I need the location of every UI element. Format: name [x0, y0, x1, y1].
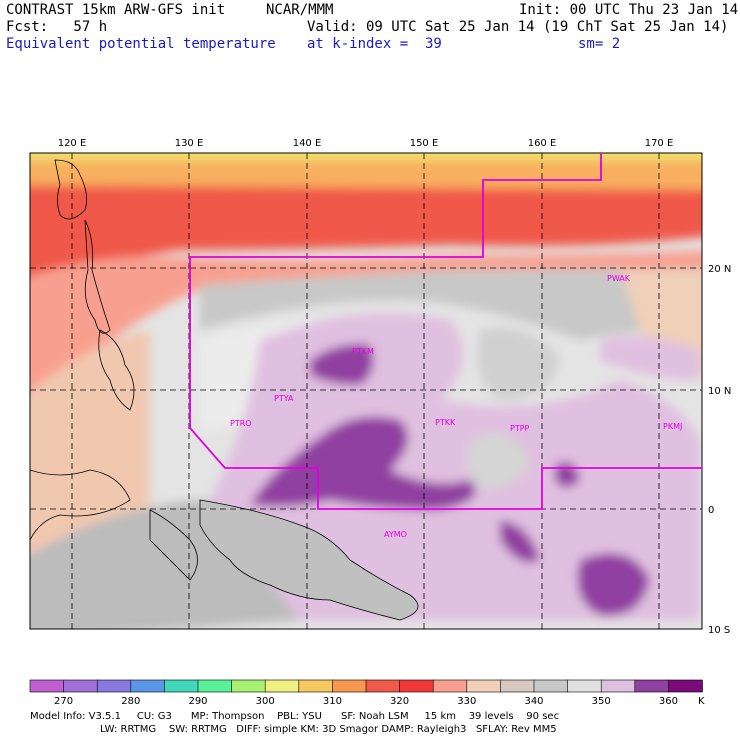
- colorbar-tick-label: 290: [188, 696, 207, 707]
- colorbar-tick-label: 270: [54, 696, 73, 707]
- station-ptkk: PTKK: [435, 418, 456, 427]
- level-label: at k-index = 39: [307, 36, 442, 52]
- colorbar-swatch: [29, 679, 65, 693]
- color-scale-bar: [29, 679, 703, 693]
- station-ptro: PTRO: [230, 419, 252, 428]
- lon-label-120e: 120 E: [58, 138, 87, 149]
- region-boundary: [189, 153, 702, 510]
- colorbar-swatch: [500, 679, 535, 693]
- colorbar-swatch: [197, 679, 233, 693]
- colorbar-swatch: [668, 679, 703, 693]
- lon-label-170e: 170 E: [645, 138, 674, 149]
- colorbar-swatch: [164, 679, 199, 693]
- smoothing-label: sm= 2: [578, 36, 621, 52]
- station-pkmj: PKMJ: [663, 422, 682, 431]
- lon-label-140e: 140 E: [293, 138, 322, 149]
- station-aymo: AYMO: [384, 530, 407, 539]
- station-pwak: PWAK: [607, 274, 631, 283]
- forecast-hour: Fcst: 57 h: [6, 19, 108, 35]
- station-ptya: PTYA: [274, 394, 294, 403]
- colorbar-swatch: [399, 679, 435, 693]
- colorbar-swatch: [298, 679, 334, 693]
- colorbar-tick-label: 320: [390, 696, 409, 707]
- valid-time: Valid: 09 UTC Sat 25 Jan 14 (19 ChT Sat …: [307, 19, 729, 35]
- colorbar-swatch: [567, 679, 602, 693]
- model-info-line2: LW: RRTMG SW: RRTMG DIFF: simple KM: 3D …: [100, 724, 557, 735]
- station-ptkm: PTKM: [352, 347, 374, 356]
- colorbar-swatch: [231, 679, 267, 693]
- field-name: Equivalent potential temperature: [6, 36, 276, 52]
- lat-label-10n: 10 N: [708, 386, 731, 397]
- colorbar-swatch: [432, 679, 468, 693]
- colorbar-tick-label: 360: [659, 696, 678, 707]
- station-ptpp: PTPP: [510, 424, 530, 433]
- colorbar-swatch: [533, 679, 569, 693]
- colorbar-swatch: [466, 679, 502, 693]
- colorbar-tick-label: 350: [592, 696, 611, 707]
- lat-label-0: 0: [708, 505, 714, 516]
- colorbar-tick-label: 280: [121, 696, 140, 707]
- colorbar-swatch: [365, 679, 401, 693]
- lon-label-130e: 130 E: [175, 138, 204, 149]
- colorbar-swatch: [332, 679, 367, 693]
- colorbar-swatch: [634, 679, 670, 693]
- lat-label-10s: 10 S: [708, 625, 730, 636]
- colorbar-swatch: [96, 679, 132, 693]
- colorbar-swatch: [264, 679, 300, 693]
- lat-label-20n: 20 N: [708, 264, 731, 275]
- colorbar-swatch: [63, 679, 98, 693]
- colorbar-tick-label: 330: [457, 696, 476, 707]
- colorbar-tick-label: 310: [323, 696, 342, 707]
- theta-e-field: [30, 153, 702, 629]
- colorbar-tick-label: 300: [256, 696, 275, 707]
- colorbar-swatch: [130, 679, 166, 693]
- colorbar-tick-label: 340: [524, 696, 543, 707]
- colorbar-unit: K: [698, 696, 705, 707]
- org-label: NCAR/MMM: [266, 2, 334, 18]
- model-title: CONTRAST 15km ARW-GFS init: [6, 2, 226, 18]
- lon-label-150e: 150 E: [410, 138, 439, 149]
- init-time: Init: 00 UTC Thu 23 Jan 14: [519, 2, 739, 18]
- colorbar-swatch: [600, 679, 636, 693]
- lon-label-160e: 160 E: [528, 138, 557, 149]
- model-info-line1: Model Info: V3.5.1 CU: G3 MP: Thompson P…: [30, 711, 560, 722]
